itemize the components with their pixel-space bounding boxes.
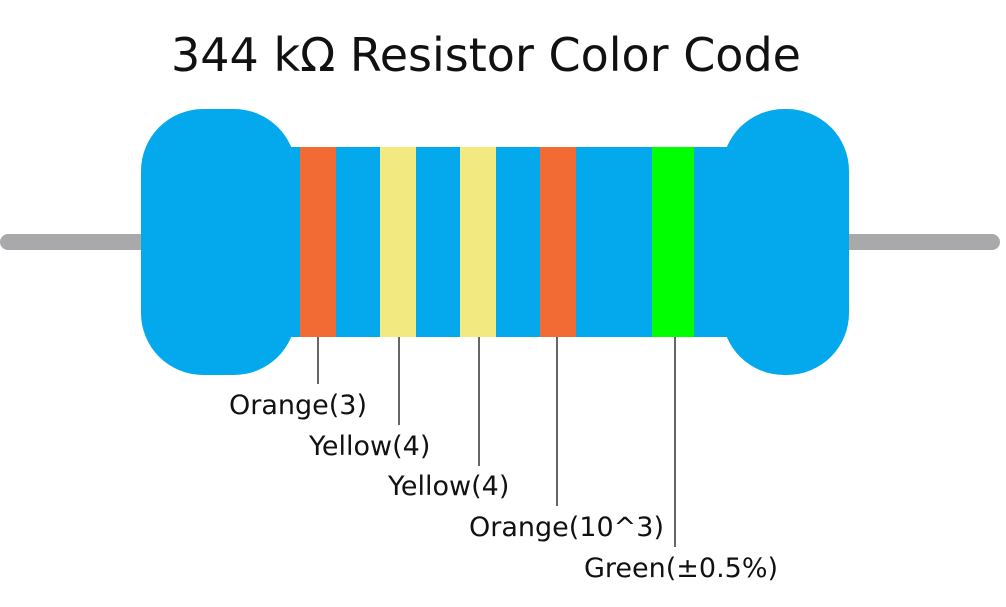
band-1-label: Orange(3) — [229, 390, 367, 421]
band-5-label: Green(±0.5%) — [584, 553, 778, 584]
band-2-yellow — [380, 147, 416, 337]
color-bands — [300, 147, 694, 337]
band-4-orange — [540, 147, 576, 337]
band-5-green — [652, 147, 694, 337]
band-2-label: Yellow(4) — [308, 431, 430, 462]
band-1-orange — [300, 147, 336, 337]
diagram-title: 344 kΩ Resistor Color Code — [171, 28, 801, 82]
band-labels: Orange(3) Yellow(4) Yellow(4) Orange(10^3) G… — [229, 337, 778, 584]
band-4-label: Orange(10^3) — [469, 512, 664, 543]
band-3-yellow — [460, 147, 496, 337]
band-3-label: Yellow(4) — [387, 471, 509, 502]
